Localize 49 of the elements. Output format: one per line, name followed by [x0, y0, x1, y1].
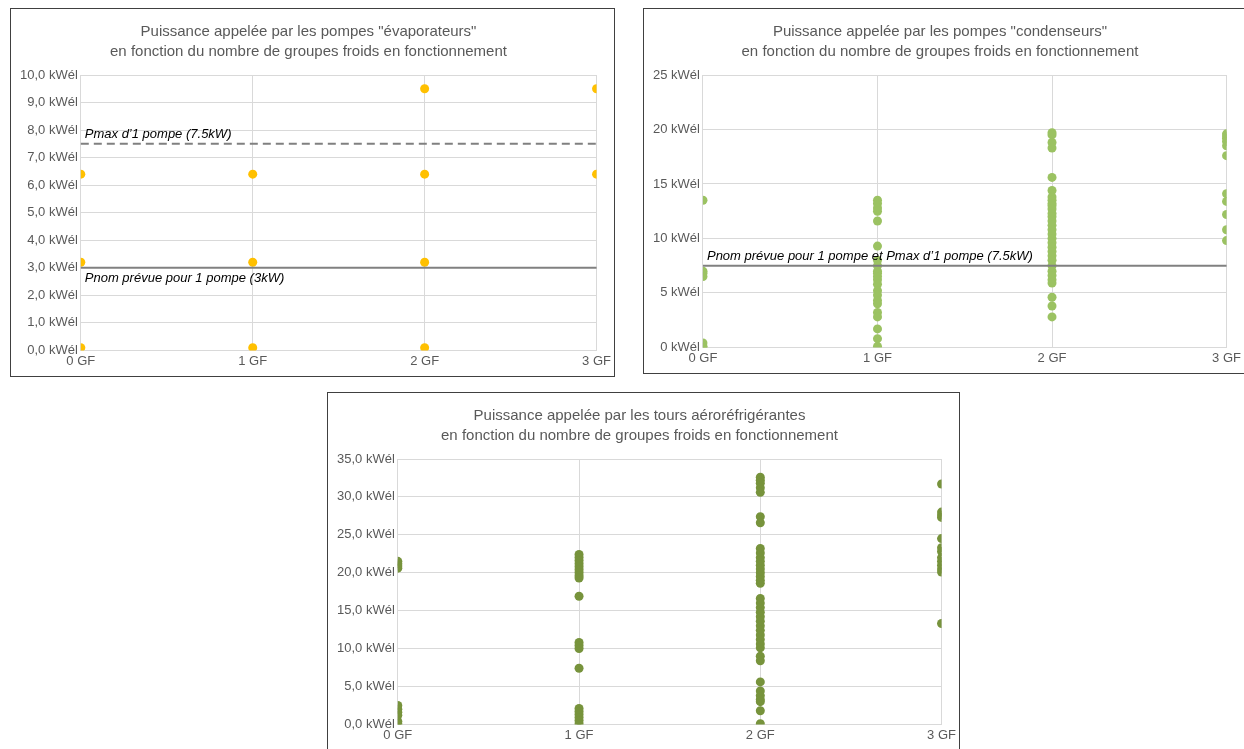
x-tick-label: 3 GF — [1212, 349, 1242, 365]
y-tick-label: 6,0 kWél — [27, 176, 78, 192]
y-tick-label: 0 kWél — [660, 338, 701, 354]
y-tick-label: 9,0 kWél — [27, 94, 78, 110]
x-tick-label: 2 GF — [745, 726, 775, 742]
chart-title: Puissance appelée par les pompes "évaporateurs" — [140, 22, 477, 40]
y-tick-label: 0,0 kWél — [344, 715, 395, 731]
chart-subtitle: en fonction du nombre de groupes froids en fonctionnement — [741, 42, 1140, 60]
x-tick-label: 3 GF — [927, 726, 957, 742]
chart-title: Puissance appelée par les tours aéroréfrigérantes — [473, 406, 806, 424]
point — [248, 343, 258, 351]
point — [420, 84, 430, 94]
x-tick-label: 1 GF — [863, 349, 892, 365]
chart-subtitle: en fonction du nombre de groupes froids en fonctionnement — [110, 42, 508, 60]
ref-line-label: Pnom prévue pour 1 pompe (3kW) — [84, 269, 285, 285]
x-tick-label: 1 GF — [238, 352, 268, 368]
y-tick-label: 20 kWél — [652, 121, 701, 137]
y-tick-label: 15,0 kWél — [336, 602, 395, 618]
x-tick-label: 2 GF — [1037, 349, 1067, 365]
point — [420, 169, 430, 179]
y-tick-label: 7,0 kWél — [27, 149, 78, 165]
y-tick-label: 3,0 kWél — [27, 259, 78, 275]
chart-title: Puissance appelée par les pompes "condenseurs" — [772, 22, 1108, 40]
y-tick-label: 25 kWél — [652, 66, 701, 82]
ref-line-label: Pmax d’1 pompe (7.5kW) — [84, 125, 232, 141]
y-tick-label: 5 kWél — [660, 284, 701, 300]
y-tick-label: 1,0 kWél — [27, 314, 78, 330]
y-tick-label: 4,0 kWél — [27, 231, 78, 247]
point — [248, 257, 258, 267]
y-tick-label: 15 kWél — [652, 175, 701, 191]
x-tick-label: 1 GF — [564, 726, 594, 742]
point — [420, 343, 430, 351]
y-tick-label: 30,0 kWél — [336, 488, 395, 504]
y-tick-label: 8,0 kWél — [27, 121, 78, 137]
y-tick-label: 35,0 kWél — [336, 450, 395, 466]
y-tick-label: 0,0 kWél — [27, 341, 78, 357]
y-tick-label: 5,0 kWél — [27, 204, 78, 220]
x-tick-label: 2 GF — [410, 352, 440, 368]
y-tick-label: 2,0 kWél — [27, 286, 78, 302]
chart-subtitle: en fonction du nombre de groupes froids en fonctionnement — [441, 426, 839, 444]
y-tick-label: 10 kWél — [652, 230, 701, 246]
x-tick-label: 3 GF — [582, 352, 612, 368]
y-tick-label: 10,0 kWél — [336, 640, 395, 656]
y-tick-label: 10,0 kWél — [19, 66, 78, 82]
point — [248, 169, 258, 179]
y-tick-label: 5,0 kWél — [344, 678, 395, 694]
y-tick-label: 25,0 kWél — [336, 526, 395, 542]
y-tick-label: 20,0 kWél — [336, 564, 395, 580]
point — [420, 257, 430, 267]
